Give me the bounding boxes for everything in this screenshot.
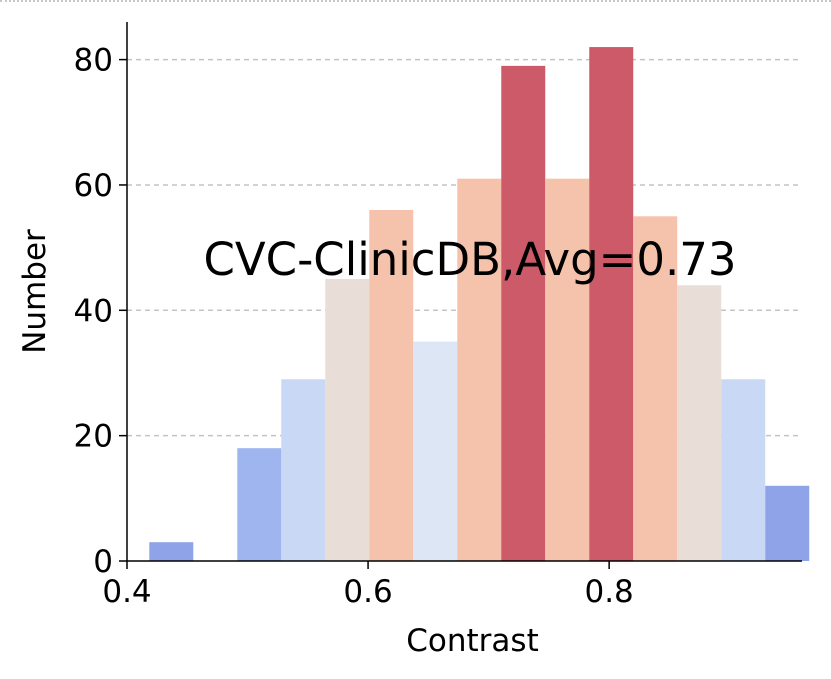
x-axis-label: Contrast [406,623,538,659]
histogram-bar [545,178,590,562]
histogram-bar [677,285,722,561]
y-tick-label: 0 [93,544,113,580]
histogram-bar [237,448,282,561]
y-tick-label: 80 [74,43,113,79]
histogram-bar [281,379,326,561]
x-tick-label: 0.8 [584,574,633,610]
chart-annotation: CVC-ClinicDB,Avg=0.73 [203,233,736,286]
histogram-bar [765,485,810,561]
y-tick-label: 20 [74,419,113,455]
histogram-bar [589,47,634,562]
x-tick-label: 0.6 [343,574,392,610]
histogram-bar [501,65,546,561]
histogram-bar [457,178,502,562]
y-tick-label: 60 [74,168,113,204]
ticks: 0 20 40 60 80 0.4 0.6 0.8 [74,43,634,610]
histogram-bar [633,216,678,561]
y-tick-label: 40 [74,293,113,329]
x-tick-label: 0.4 [102,574,151,610]
histogram-bar [721,379,766,561]
bars [149,47,810,562]
y-axis-label: Number [17,229,53,354]
histogram-bar [325,278,370,561]
top-border [0,0,831,2]
histogram-bar [369,210,414,561]
axes [126,22,802,562]
histogram-bar [413,341,458,561]
histogram-bar [149,542,194,561]
